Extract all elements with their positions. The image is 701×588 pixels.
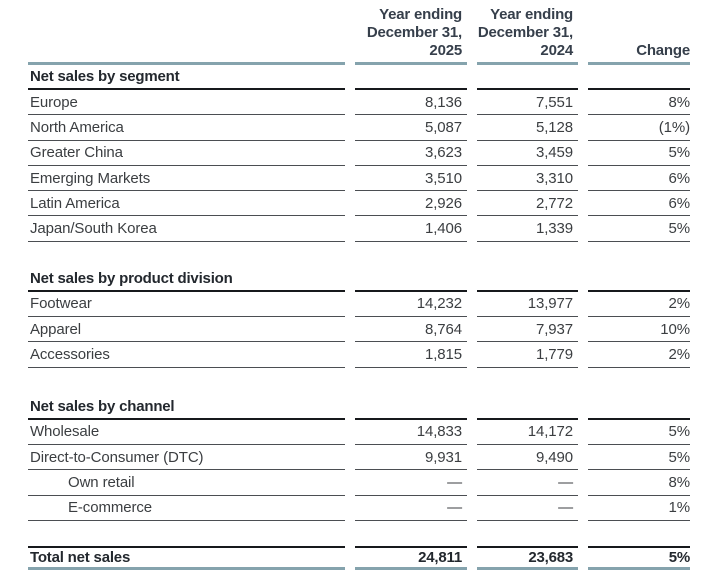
table-row: Japan/South Korea 1,406 1,339 5% [28, 216, 690, 242]
table-section: Net sales by channel Wholesale 14,833 14… [28, 398, 690, 521]
row-value-2025: 1,815 [355, 342, 467, 368]
row-value-2024: 7,937 [477, 317, 578, 343]
header-change: Change [588, 6, 690, 65]
table-section: Net sales by product division Footwear 1… [28, 270, 690, 368]
total-net-sales-row: Total net sales 24,811 23,683 5% [28, 545, 690, 570]
row-value-2025: 3,623 [355, 141, 467, 166]
row-value-2025: 5,087 [355, 115, 467, 141]
row-value-2024: 5,128 [477, 115, 578, 141]
row-label: Japan/South Korea [28, 216, 345, 242]
row-value-2025: 9,931 [355, 445, 467, 471]
row-label: Own retail [28, 470, 345, 496]
row-label: Wholesale [28, 420, 345, 445]
table-row: Latin America 2,926 2,772 6% [28, 191, 690, 217]
row-label: E-commerce [28, 496, 345, 521]
section-title-rule-change [588, 270, 690, 292]
section-title: Net sales by product division [28, 270, 345, 292]
section-title-row: Net sales by product division [28, 270, 690, 292]
row-value-2024: 1,339 [477, 216, 578, 242]
row-value-2025: 14,833 [355, 420, 467, 445]
row-label: Emerging Markets [28, 166, 345, 192]
table-row: Own retail — — 8% [28, 470, 690, 496]
row-value-2025: 2,926 [355, 191, 467, 217]
section-rows: Wholesale 14,833 14,172 5% Direct-to-Con… [28, 420, 690, 521]
row-label: Greater China [28, 141, 345, 166]
row-value-2024: 9,490 [477, 445, 578, 471]
table-header-row: Year ending December 31, 2025 Year endin… [28, 6, 690, 65]
row-change: 10% [588, 317, 690, 343]
section-title-rule-2024 [477, 270, 578, 292]
section-title-rule-2024 [477, 398, 578, 420]
row-value-2025: 14,232 [355, 292, 467, 318]
row-value-2025: 3,510 [355, 166, 467, 192]
table-body: Net sales by segment Europe 8,136 7,551 … [28, 68, 690, 521]
row-change: 5% [588, 445, 690, 471]
table-row: Emerging Markets 3,510 3,310 6% [28, 166, 690, 192]
row-change: 8% [588, 470, 690, 496]
row-value-2024: 3,459 [477, 141, 578, 166]
row-change: 6% [588, 191, 690, 217]
table-section: Net sales by segment Europe 8,136 7,551 … [28, 68, 690, 242]
header-year-ending-2024: Year ending December 31, 2024 [477, 6, 578, 65]
section-title-rule-2025 [355, 398, 467, 420]
row-value-2025: 8,136 [355, 90, 467, 116]
table-row: Direct-to-Consumer (DTC) 9,931 9,490 5% [28, 445, 690, 471]
section-title: Net sales by segment [28, 68, 345, 90]
section-title-rule-2025 [355, 270, 467, 292]
total-label: Total net sales [28, 545, 345, 570]
row-value-2025: 1,406 [355, 216, 467, 242]
section-title-rule-2025 [355, 68, 467, 90]
table-row: Footwear 14,232 13,977 2% [28, 292, 690, 318]
section-title-rule-change [588, 398, 690, 420]
header-year-ending-2025: Year ending December 31, 2025 [355, 6, 467, 65]
total-value-2025: 24,811 [355, 545, 467, 570]
row-change: 1% [588, 496, 690, 521]
table-row: Wholesale 14,833 14,172 5% [28, 420, 690, 445]
section-title-row: Net sales by channel [28, 398, 690, 420]
row-change: 2% [588, 342, 690, 368]
row-value-2025: 8,764 [355, 317, 467, 343]
row-label: Europe [28, 90, 345, 116]
header-empty-cell [28, 6, 345, 65]
total-change: 5% [588, 545, 690, 570]
section-title-rule-change [588, 68, 690, 90]
row-change: 5% [588, 216, 690, 242]
row-value-2024: 2,772 [477, 191, 578, 217]
row-value-2024: 7,551 [477, 90, 578, 116]
section-rows: Footwear 14,232 13,977 2% Apparel 8,764 … [28, 292, 690, 368]
row-value-2025: — [355, 470, 467, 496]
row-value-2024: 14,172 [477, 420, 578, 445]
section-title-rule-2024 [477, 68, 578, 90]
row-change: 2% [588, 292, 690, 318]
row-label: Accessories [28, 342, 345, 368]
row-label: Footwear [28, 292, 345, 318]
row-label: Apparel [28, 317, 345, 343]
row-label: North America [28, 115, 345, 141]
section-title-row: Net sales by segment [28, 68, 690, 90]
table-row: Europe 8,136 7,551 8% [28, 90, 690, 116]
table-row: Apparel 8,764 7,937 10% [28, 317, 690, 343]
row-value-2025: — [355, 496, 467, 521]
row-label: Direct-to-Consumer (DTC) [28, 445, 345, 471]
row-change: 5% [588, 141, 690, 166]
section-rows: Europe 8,136 7,551 8% North America 5,08… [28, 90, 690, 242]
row-change: (1%) [588, 115, 690, 141]
table-row: North America 5,087 5,128 (1%) [28, 115, 690, 141]
row-value-2024: 3,310 [477, 166, 578, 192]
row-value-2024: 13,977 [477, 292, 578, 318]
row-value-2024: — [477, 496, 578, 521]
row-change: 5% [588, 420, 690, 445]
row-value-2024: 1,779 [477, 342, 578, 368]
section-title: Net sales by channel [28, 398, 345, 420]
row-change: 6% [588, 166, 690, 192]
total-value-2024: 23,683 [477, 545, 578, 570]
row-label: Latin America [28, 191, 345, 217]
table-row: E-commerce — — 1% [28, 496, 690, 521]
row-value-2024: — [477, 470, 578, 496]
table-row: Greater China 3,623 3,459 5% [28, 141, 690, 166]
row-change: 8% [588, 90, 690, 116]
table-row: Accessories 1,815 1,779 2% [28, 342, 690, 368]
